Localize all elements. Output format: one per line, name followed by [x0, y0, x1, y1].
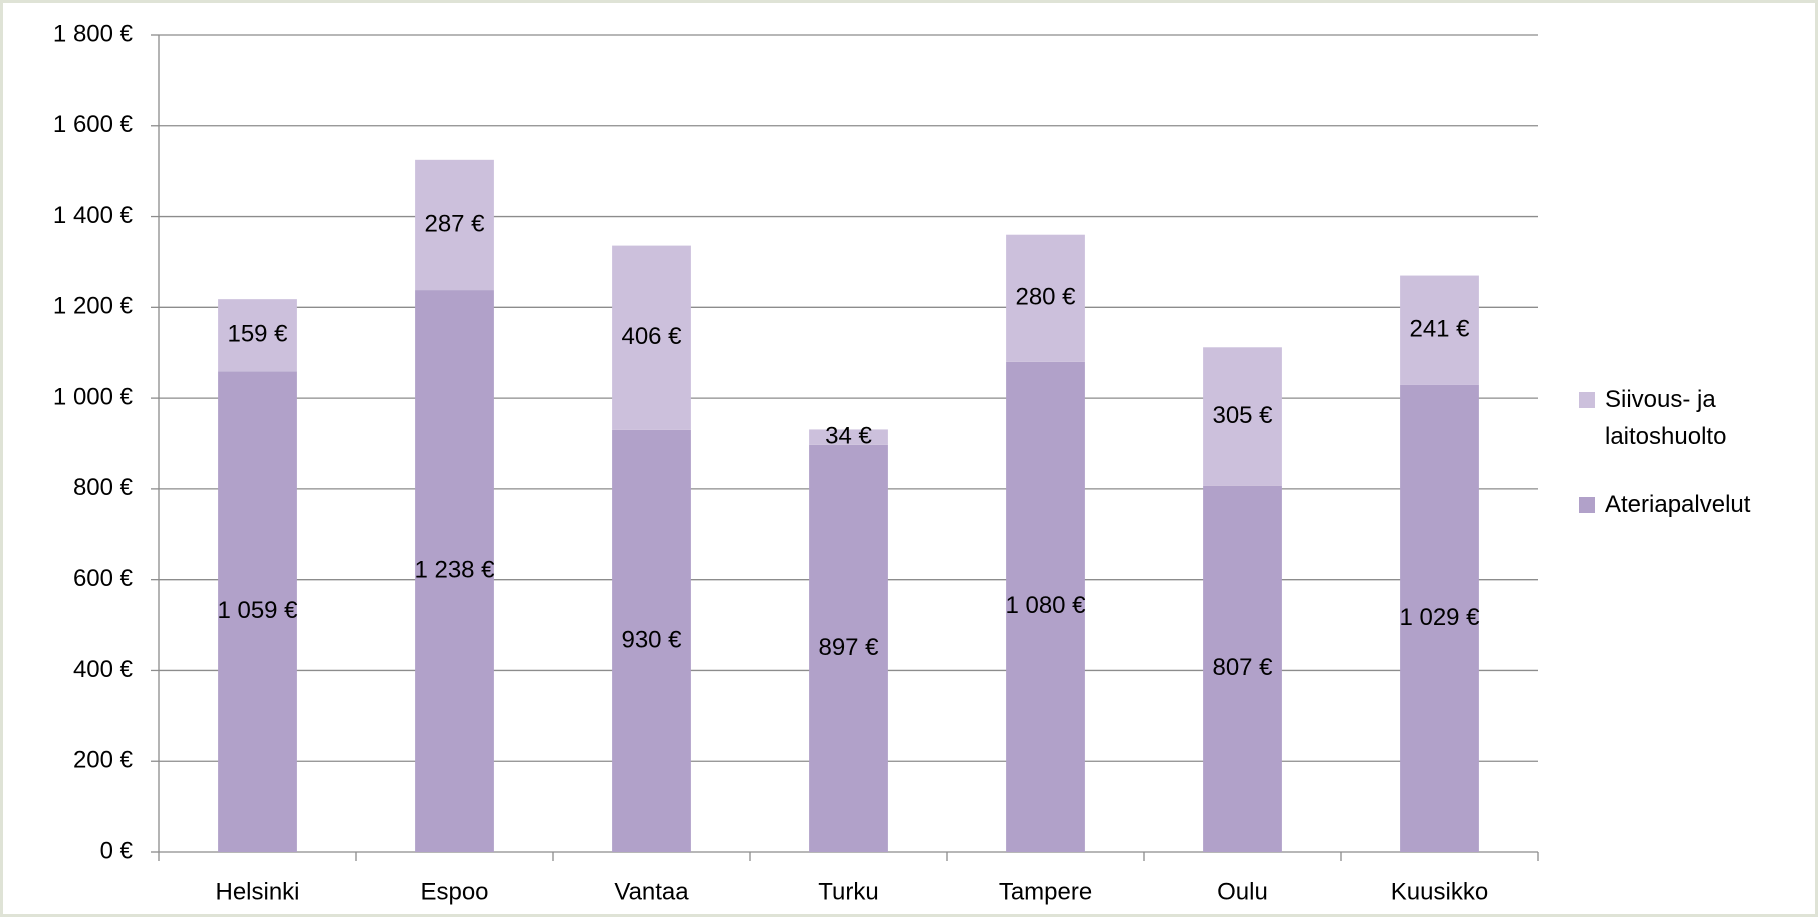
value-label: 406 € — [621, 323, 682, 350]
legend-item: Siivous- ja laitoshuolto — [1579, 381, 1799, 455]
legend: Siivous- ja laitoshuolto Ateriapalvelut — [1579, 381, 1799, 554]
y-tick-label: 1 000 € — [53, 383, 134, 410]
bar-segment — [612, 245, 691, 430]
value-label: 1 029 € — [1399, 604, 1480, 631]
y-tick-label: 1 400 € — [53, 202, 134, 229]
x-tick-label: Turku — [818, 878, 878, 905]
value-label: 34 € — [825, 422, 872, 449]
value-label: 930 € — [621, 626, 682, 653]
bar-segment — [415, 159, 494, 291]
x-tick-label: Oulu — [1217, 878, 1268, 905]
value-label: 1 080 € — [1005, 592, 1086, 619]
legend-label: Ateriapalvelut — [1605, 491, 1751, 518]
legend-item: Ateriapalvelut — [1579, 486, 1799, 523]
bar-segment — [1006, 361, 1085, 852]
value-label: 1 059 € — [217, 597, 298, 624]
bar-segment — [1203, 347, 1282, 486]
y-tick-label: 400 € — [73, 656, 134, 683]
legend-label: Siivous- ja laitoshuolto — [1605, 386, 1727, 450]
bar-segment — [809, 429, 888, 445]
value-label: 807 € — [1212, 654, 1273, 681]
y-tick-label: 800 € — [73, 474, 134, 501]
bar-segment — [612, 429, 691, 852]
value-label: 241 € — [1409, 316, 1470, 343]
chart: 0 € 200 € 400 € 600 € 800 € 1 000 € 1 200 € 1 4… — [53, 20, 1539, 905]
value-label: 280 € — [1015, 284, 1076, 311]
value-label: 897 € — [818, 634, 879, 661]
value-label: 159 € — [227, 321, 288, 348]
legend-swatch — [1579, 392, 1595, 408]
bar-segment — [1400, 275, 1479, 385]
y-tick-label: 200 € — [73, 747, 134, 774]
bar-segment — [1400, 384, 1479, 852]
y-tick-label: 0 € — [100, 837, 134, 864]
x-tick-label: Espoo — [420, 878, 488, 905]
bar-segment — [1006, 234, 1085, 362]
y-tick-label: 600 € — [73, 565, 134, 592]
bar-segment — [415, 290, 494, 852]
legend-swatch — [1579, 497, 1595, 513]
y-tick-label: 1 600 € — [53, 111, 134, 138]
value-label: 287 € — [424, 210, 485, 237]
bar-segment — [1203, 485, 1282, 852]
x-tick-label: Vantaa — [614, 878, 689, 905]
value-label: 1 238 € — [414, 556, 495, 583]
chart-panel: 0 € 200 € 400 € 600 € 800 € 1 000 € 1 200 € 1 4… — [3, 3, 1815, 914]
bar-segment — [218, 299, 297, 372]
x-tick-label: Helsinki — [215, 878, 299, 905]
bar-segment — [218, 371, 297, 852]
value-label: 305 € — [1212, 402, 1273, 429]
x-tick-label: Kuusikko — [1391, 878, 1488, 905]
bar-segment — [809, 444, 888, 852]
x-tick-label: Tampere — [999, 878, 1092, 905]
y-tick-label: 1 200 € — [53, 293, 134, 320]
y-tick-label: 1 800 € — [53, 20, 134, 47]
